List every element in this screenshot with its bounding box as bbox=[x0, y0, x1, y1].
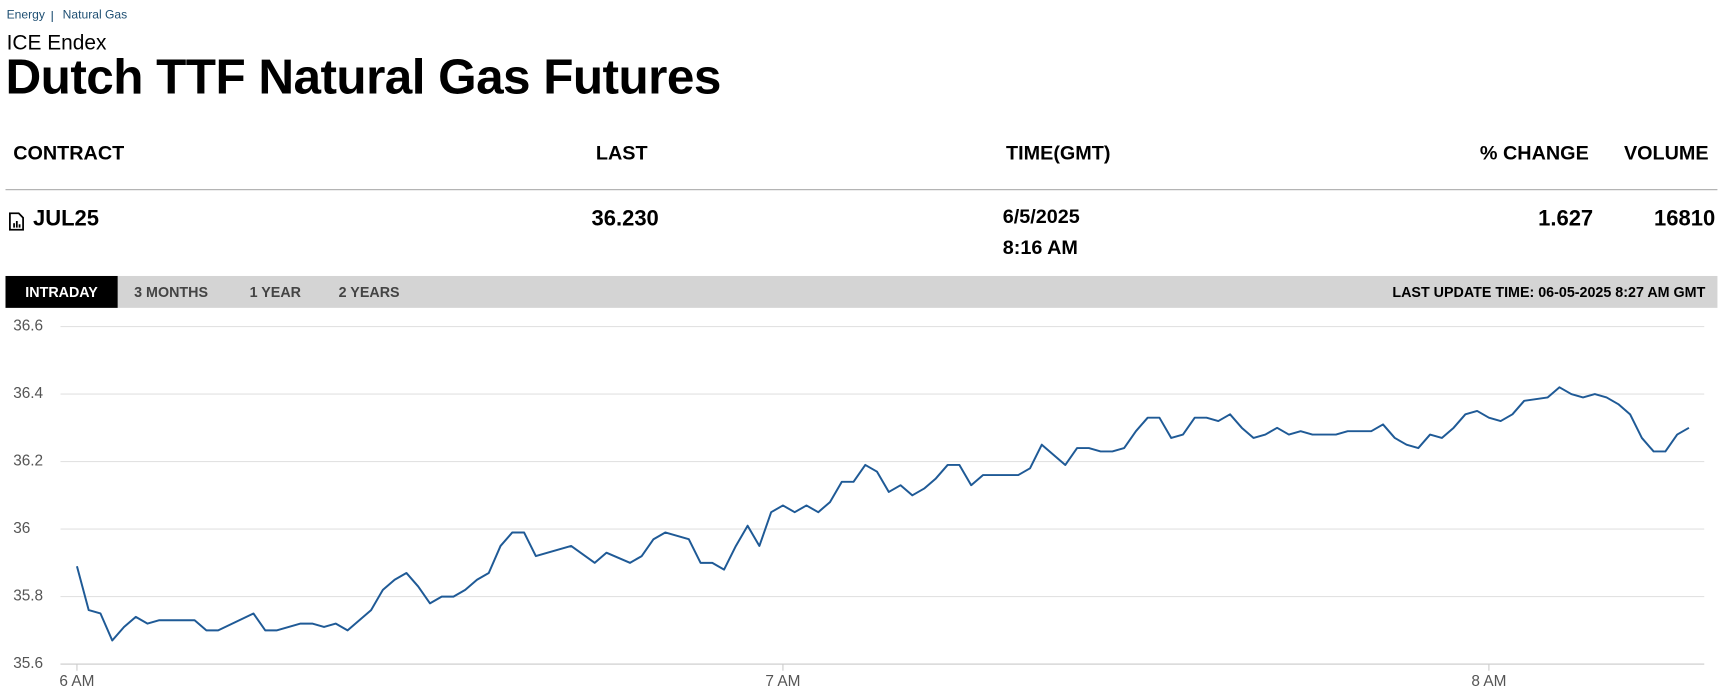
breadcrumb-separator bbox=[51, 10, 53, 22]
y-tick-label: 36 bbox=[13, 520, 30, 537]
column-header: VOLUME bbox=[1623, 141, 1709, 164]
column-header: % CHANGE bbox=[1479, 141, 1589, 164]
percent-change: 1.627 bbox=[1538, 206, 1594, 231]
last-update: LAST UPDATE TIME: 06-05-2025 8:27 AM GMT bbox=[1392, 283, 1706, 301]
exchange: ICE Endex bbox=[6, 31, 107, 55]
column-header: LAST bbox=[595, 141, 648, 164]
tab[interactable]: INTRADAY bbox=[5, 275, 118, 308]
volume: 16810 bbox=[1654, 206, 1716, 231]
column-header: TIME(GMT) bbox=[1006, 141, 1111, 164]
tab[interactable]: 1 YEAR bbox=[249, 283, 301, 301]
y-tick-label: 36.4 bbox=[13, 385, 43, 402]
contract-icon[interactable] bbox=[9, 212, 24, 231]
y-tick-label: 35.6 bbox=[13, 655, 43, 672]
price-line bbox=[75, 386, 1690, 642]
page-title: Dutch TTF Natural Gas Futures bbox=[5, 48, 721, 105]
x-tick-label: 6 AM bbox=[59, 673, 94, 690]
y-tick-label: 36.6 bbox=[13, 318, 43, 335]
trade-time: 8:16 AM bbox=[1002, 236, 1078, 259]
contract[interactable]: JUL25 bbox=[32, 206, 99, 231]
chart: 35.6 35.8 36 36.2 36.4 36.6 6 AM 7 AM 8 AM bbox=[13, 318, 1705, 690]
trade-date: 6/5/2025 bbox=[1002, 205, 1080, 228]
breadcrumb-link[interactable]: Natural Gas bbox=[62, 8, 128, 22]
y-tick-label: 35.8 bbox=[13, 588, 43, 605]
tab[interactable]: 2 YEARS bbox=[338, 283, 400, 301]
y-tick-label: 36.2 bbox=[13, 453, 43, 470]
tab[interactable]: 3 MONTHS bbox=[134, 283, 208, 301]
x-tick-label: 8 AM bbox=[1471, 673, 1506, 690]
x-tick-label: 7 AM bbox=[765, 673, 800, 690]
divider bbox=[5, 189, 1718, 191]
tab-bar: INTRADAY 3 MONTHS 1 YEAR 2 YEARS LAST UP… bbox=[5, 275, 1718, 308]
column-header: CONTRACT bbox=[13, 141, 125, 164]
breadcrumb-link[interactable]: Energy bbox=[6, 8, 45, 22]
last-price: 36.230 bbox=[591, 206, 659, 231]
